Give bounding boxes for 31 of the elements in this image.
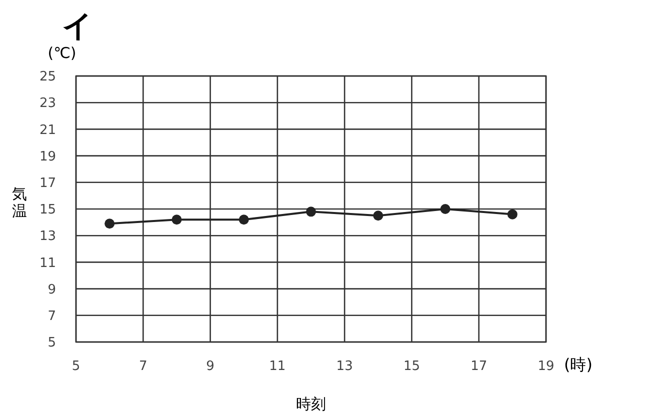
x-tick-label: 13 [336, 359, 353, 374]
y-tick-label: 25 [39, 70, 56, 85]
point [440, 204, 450, 214]
y-tick-label: 15 [39, 202, 56, 218]
y-axis-title: 気温 [12, 185, 27, 220]
point [306, 206, 316, 217]
x-tick-label: 9 [206, 359, 214, 374]
x-tick-label: 11 [269, 359, 286, 374]
y-tick-label: 23 [39, 96, 56, 112]
y-tick-label: 21 [39, 122, 56, 138]
point [373, 210, 384, 221]
text: (時) [564, 355, 592, 374]
y-tick-label: 5 [48, 336, 56, 351]
y-tick-label: 17 [39, 176, 56, 191]
point [238, 214, 249, 225]
x-tick-label: 5 [72, 359, 80, 374]
chart-title: イ [62, 9, 93, 44]
y-tick-label: 9 [48, 282, 56, 298]
x-tick-label: 7 [139, 359, 148, 374]
x-tick-label: 15 [403, 359, 420, 374]
point [104, 218, 115, 229]
x-tick-label: 17 [470, 359, 488, 374]
x-tick-label: 19 [538, 359, 554, 374]
y-tick-label: 7 [48, 308, 56, 324]
x-axis-title: 時刻 [296, 395, 326, 413]
point [507, 209, 518, 220]
point [172, 214, 182, 225]
y-tick-label: 11 [39, 256, 56, 271]
text: (℃) [48, 44, 76, 62]
y-tick-label: 19 [39, 149, 56, 164]
y-tick-label: 13 [39, 229, 56, 244]
